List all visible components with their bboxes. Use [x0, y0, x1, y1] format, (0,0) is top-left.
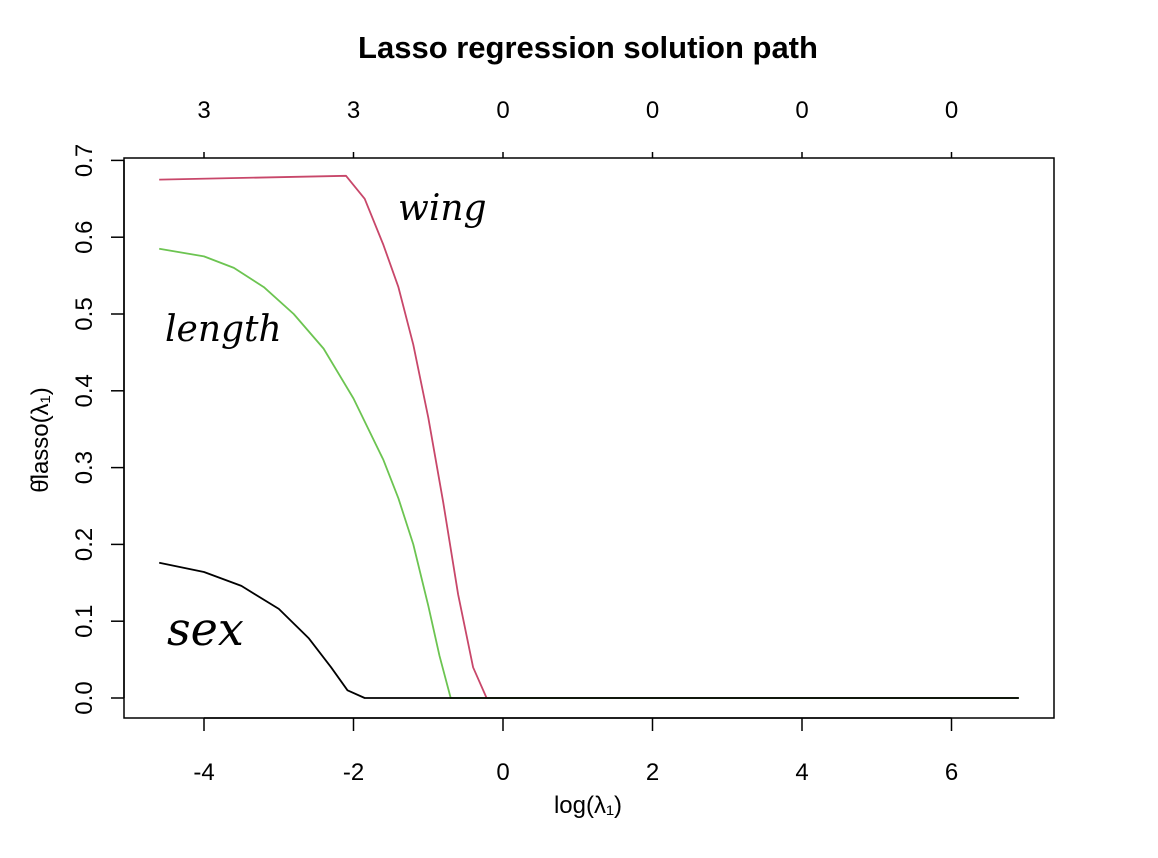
annotation-sex: sex: [167, 602, 244, 656]
x-tick-label: 6: [945, 759, 958, 786]
x-tick-label: 4: [795, 759, 808, 786]
x-tick-label: 0: [496, 759, 509, 786]
y-tick-label: 0.6: [71, 221, 98, 254]
top-tick-label: 3: [347, 97, 360, 124]
top-tick-label: 0: [496, 97, 509, 124]
top-tick-label: 0: [945, 97, 958, 124]
top-tick-label: 0: [795, 97, 808, 124]
annotation-length: length: [165, 309, 282, 350]
series-annotations: wing length sex: [165, 188, 487, 656]
y-tick-label: 0.5: [71, 297, 98, 330]
top-axis: 3 3 0 0 0 0: [197, 97, 958, 158]
plot-area-frame: [123, 157, 1055, 719]
series-line-wing: [159, 174, 1019, 699]
y-tick-label: 0.3: [71, 451, 98, 484]
series-line-sex: [159, 561, 1019, 699]
x-tick-label: -4: [193, 759, 214, 786]
series-lines: [159, 174, 1019, 699]
y-tick-label: 0.2: [71, 528, 98, 561]
x-axis-label: log(λ₁): [554, 792, 622, 819]
y-axis: 0.0 0.1 0.2 0.3 0.4 0.5 0.6 0.7: [71, 144, 125, 715]
x-tick-label: -2: [343, 759, 364, 786]
annotation-wing: wing: [398, 188, 487, 229]
x-axis: -4 -2 0 2 4 6: [193, 717, 958, 786]
y-axis-label: θ̂lasso(λ₁): [27, 387, 54, 492]
y-tick-label: 0.0: [71, 681, 98, 714]
series-line-length: [159, 247, 1019, 699]
x-tick-label: 2: [646, 759, 659, 786]
chart-title: Lasso regression solution path: [358, 30, 818, 65]
top-tick-label: 0: [646, 97, 659, 124]
y-tick-label: 0.1: [71, 605, 98, 638]
top-tick-label: 3: [197, 97, 210, 124]
y-tick-label: 0.7: [71, 144, 98, 177]
y-tick-label: 0.4: [71, 374, 98, 407]
